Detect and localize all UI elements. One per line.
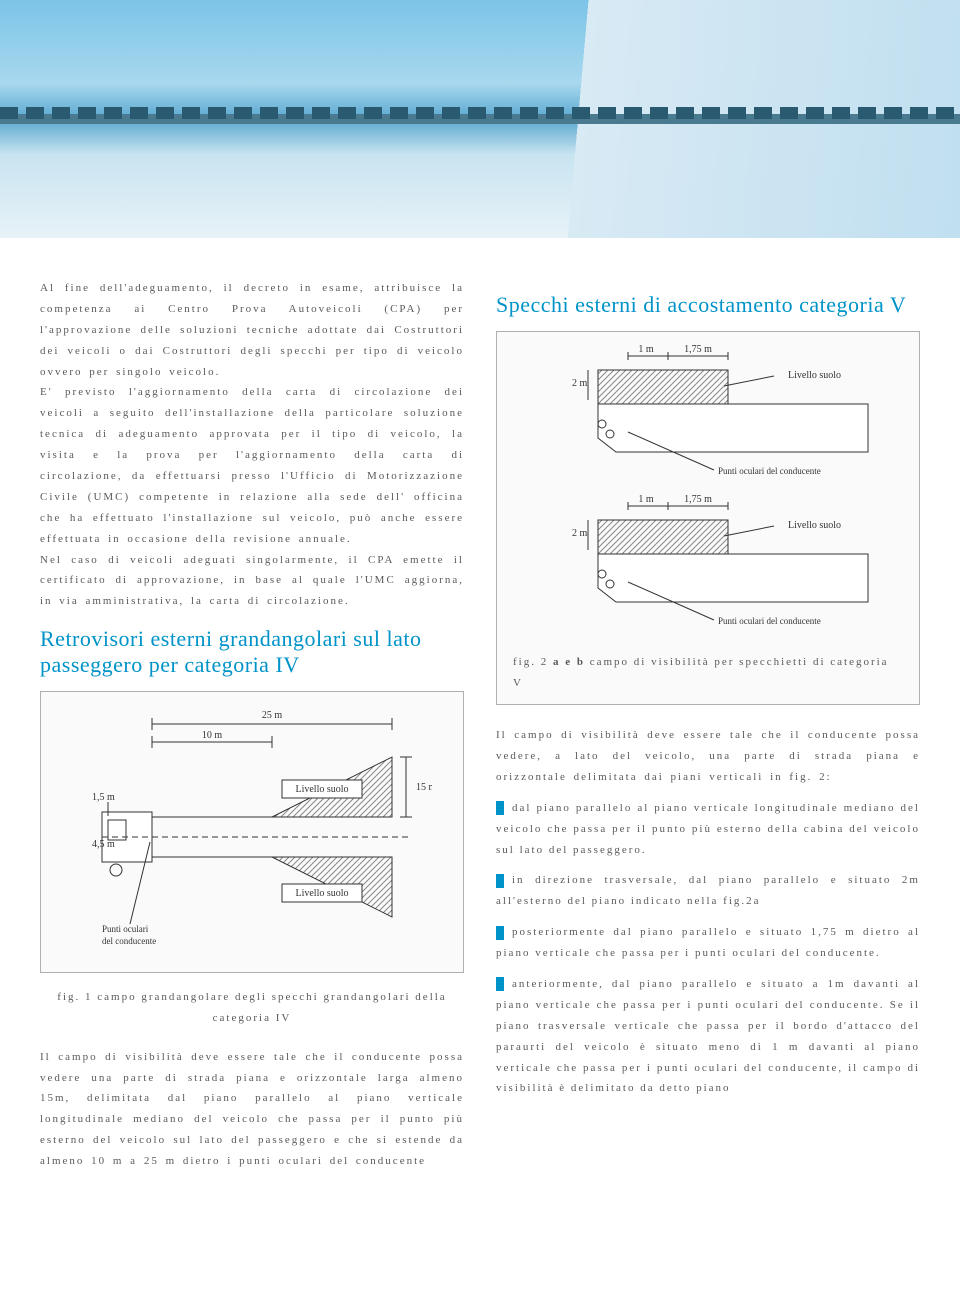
figure-2: 1 m 1,75 m 2 m Livello suolo Punti ocul [496,331,920,705]
bullet-1-text: dal piano parallelo al piano verticale l… [496,802,920,856]
left-para-1: Al fine dell'adeguamento, il decreto in … [40,278,464,382]
right-column: Specchi esterni di accostamento categori… [496,278,920,1172]
svg-text:1,5 m: 1,5 m [92,792,115,803]
svg-text:del conducente: del conducente [102,936,156,946]
fig1-caption: fig. 1 campo grandangolare degli specchi… [40,987,464,1029]
svg-text:Livello suolo: Livello suolo [788,370,841,381]
bullet-3-text: posteriormente dal piano parallelo e sit… [496,926,920,959]
fig2-prefix: fig. 2 [513,656,553,668]
svg-text:1 m: 1 m [638,494,654,505]
svg-text:Punti oculari: Punti oculari [102,924,149,934]
left-para-3: Nel caso di veicoli adeguati singolarmen… [40,550,464,613]
fig1-prefix: fig. 1 [57,991,97,1003]
content-columns: Al fine dell'adeguamento, il decreto in … [0,238,960,1192]
left-para-2: E' previsto l'aggiornamento della carta … [40,382,464,549]
right-heading: Specchi esterni di accostamento categori… [496,292,920,317]
bullet-4-text: anteriormente, dal piano parallelo e sit… [496,978,920,1094]
left-para-4: Il campo di visibilità deve essere tale … [40,1047,464,1172]
bullet-1: dal piano parallelo al piano verticale l… [496,798,920,861]
svg-text:Livello suolo: Livello suolo [295,888,348,899]
bullet-2: in direzione trasversale, dal piano para… [496,870,920,912]
svg-text:Punti oculari del conducente: Punti oculari del conducente [718,466,821,476]
left-heading: Retrovisori esterni grandangolari sul la… [40,626,464,677]
bullet-marker-icon [496,926,504,940]
bullet-marker-icon [496,977,504,991]
fig2-svg: 1 m 1,75 m 2 m Livello suolo Punti ocul [528,342,888,642]
bullet-marker-icon [496,874,504,888]
figure-1: 25 m 10 m [40,691,464,973]
svg-text:1,75 m: 1,75 m [684,344,712,355]
bullet-2-text: in direzione trasversale, dal piano para… [496,874,920,907]
fig2-caption: fig. 2 a e b campo di visibilità per spe… [513,652,903,694]
svg-text:4,5 m: 4,5 m [92,839,115,850]
svg-text:Livello suolo: Livello suolo [788,520,841,531]
svg-text:2 m: 2 m [572,378,588,389]
fig2-bold: a e b [553,656,585,668]
svg-text:2 m: 2 m [572,528,588,539]
bullet-4: anteriormente, dal piano parallelo e sit… [496,974,920,1099]
hero-image [0,0,960,238]
right-para-1: Il campo di visibilità deve essere tale … [496,725,920,788]
fig1-svg: 25 m 10 m [72,702,432,962]
fig1-caption-text: campo grandangolare degli specchi granda… [97,991,446,1024]
svg-text:10 m: 10 m [202,730,223,741]
left-column: Al fine dell'adeguamento, il decreto in … [40,278,464,1172]
svg-text:Livello suolo: Livello suolo [295,784,348,795]
bullet-marker-icon [496,801,504,815]
svg-text:Punti oculari del conducente: Punti oculari del conducente [718,616,821,626]
svg-text:15 m: 15 m [416,782,432,793]
svg-text:25 m: 25 m [262,710,283,721]
svg-text:1,75 m: 1,75 m [684,494,712,505]
svg-text:1 m: 1 m [638,344,654,355]
bullet-3: posteriormente dal piano parallelo e sit… [496,922,920,964]
